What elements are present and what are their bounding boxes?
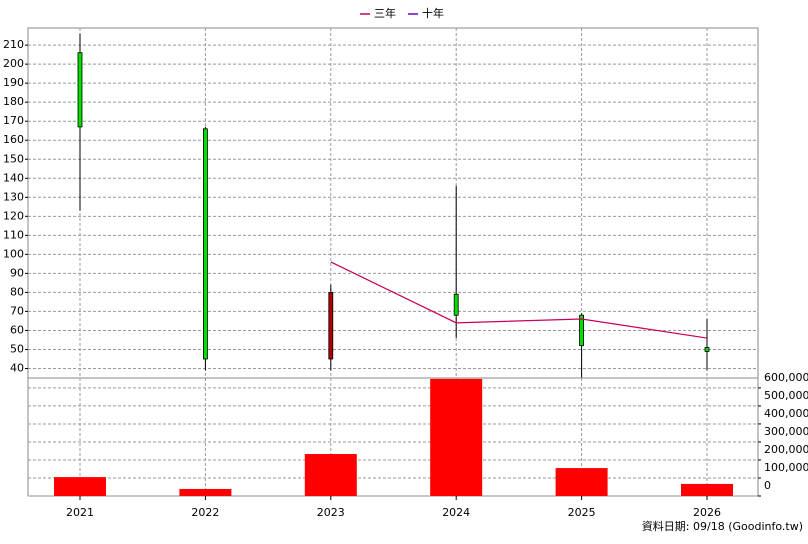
legend-label: 十年	[422, 6, 444, 20]
y-tick-label: 80	[10, 285, 24, 298]
y-tick-label: 210	[3, 38, 24, 51]
y2-tick-label: 100,000	[764, 461, 808, 474]
y-tick-label: 100	[3, 247, 24, 260]
y2-tick-label: 300,000	[764, 425, 808, 438]
candle-body	[77, 52, 83, 128]
y2-tick-label: 0	[764, 479, 771, 492]
candle-body	[202, 128, 208, 360]
legend-label: 三年	[374, 6, 396, 20]
x-tick-label: 2024	[442, 506, 470, 519]
source-note: 資料日期: 09/18 (Goodinfo.tw)	[642, 519, 803, 533]
bar	[430, 378, 483, 496]
y-tick-label: 120	[3, 209, 24, 222]
x-tick-label: 2026	[693, 506, 721, 519]
bar	[179, 488, 232, 496]
x-tick-label: 2025	[568, 506, 596, 519]
y-tick-label: 60	[10, 323, 24, 336]
y-tick-label: 110	[3, 228, 24, 241]
y-tick-label: 90	[10, 266, 24, 279]
candle-body	[704, 347, 710, 352]
y-tick-label: 160	[3, 133, 24, 146]
candle-body	[453, 293, 459, 316]
y2-tick-label: 500,000	[764, 389, 808, 402]
x-tick-label: 2023	[317, 506, 345, 519]
bar	[555, 468, 608, 496]
y-tick-label: 190	[3, 76, 24, 89]
y-tick-label: 70	[10, 304, 24, 317]
x-tick-label: 2022	[191, 506, 219, 519]
y-tick-label: 130	[3, 190, 24, 203]
bar	[304, 454, 357, 496]
bar	[54, 477, 106, 496]
candle-body	[579, 314, 584, 347]
y-tick-label: 170	[3, 114, 24, 127]
candle-body	[328, 292, 334, 360]
y-tick-label: 140	[3, 171, 24, 184]
y-tick-label: 50	[10, 342, 24, 355]
y-tick-label: 200	[3, 57, 24, 70]
y2-tick-label: 600,000	[764, 371, 808, 384]
y-tick-label: 180	[3, 95, 24, 108]
y-tick-label: 150	[3, 152, 24, 165]
line-series	[330, 261, 708, 339]
y2-tick-label: 200,000	[764, 443, 808, 456]
x-tick-label: 2021	[66, 506, 94, 519]
y2-tick-label: 400,000	[764, 407, 808, 420]
y-tick-label: 40	[10, 361, 24, 374]
bar	[681, 483, 733, 496]
